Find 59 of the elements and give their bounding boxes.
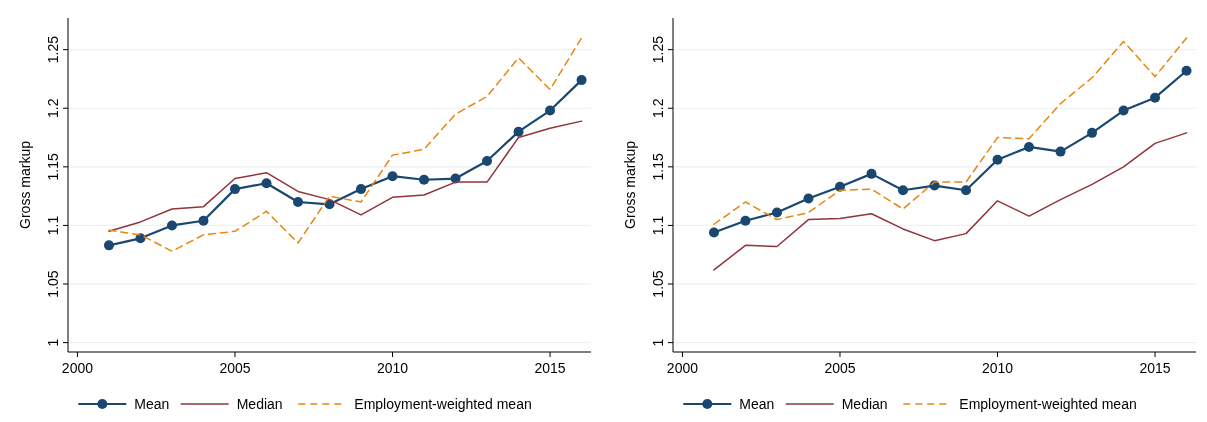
legend-label: Mean bbox=[134, 396, 170, 412]
point bbox=[166, 220, 177, 231]
point bbox=[771, 207, 782, 218]
line-series bbox=[108, 37, 583, 252]
legend-label: Median bbox=[841, 396, 888, 412]
point bbox=[387, 171, 398, 182]
line-series bbox=[108, 120, 583, 233]
legend-label: Employment-weighted mean bbox=[354, 396, 532, 412]
point bbox=[992, 154, 1003, 165]
point bbox=[708, 227, 719, 238]
x-tick-label: 2000 bbox=[61, 360, 94, 376]
point bbox=[1087, 127, 1098, 138]
line-series bbox=[713, 37, 1188, 226]
x-tick-label: 2015 bbox=[1139, 360, 1171, 376]
point bbox=[356, 184, 367, 195]
point bbox=[897, 185, 908, 196]
legend-label: Median bbox=[236, 396, 283, 412]
line-series bbox=[713, 132, 1188, 271]
point bbox=[292, 196, 303, 207]
x-tick-label: 2010 bbox=[981, 360, 1014, 376]
point bbox=[1024, 141, 1035, 152]
x-tick-label: 2005 bbox=[824, 360, 856, 376]
point bbox=[1118, 105, 1129, 116]
y-tick-label: 1 bbox=[650, 338, 666, 347]
y-tick-label: 1.2 bbox=[650, 98, 666, 118]
x-tick-label: 2005 bbox=[219, 360, 251, 376]
y-axis-title: Gross markup bbox=[17, 140, 33, 229]
point bbox=[576, 75, 587, 86]
y-tick-label: 1.2 bbox=[45, 98, 61, 118]
y-tick-label: 1.15 bbox=[650, 153, 666, 181]
point bbox=[198, 215, 209, 226]
point bbox=[419, 174, 430, 185]
y-tick-label: 1.05 bbox=[45, 270, 61, 298]
point bbox=[866, 168, 877, 179]
point bbox=[1181, 65, 1192, 76]
y-tick-label: 1.15 bbox=[45, 153, 61, 181]
y-tick-label: 1.05 bbox=[650, 270, 666, 298]
point bbox=[229, 184, 240, 195]
legend-label: Employment-weighted mean bbox=[959, 396, 1137, 412]
point bbox=[740, 215, 751, 226]
point bbox=[961, 185, 972, 196]
y-tick-label: 1.1 bbox=[650, 215, 666, 236]
point bbox=[482, 155, 493, 166]
point bbox=[103, 240, 114, 251]
y-tick-label: 1.1 bbox=[45, 215, 61, 236]
y-tick-label: 1.25 bbox=[650, 35, 666, 64]
point bbox=[545, 105, 556, 116]
point bbox=[1150, 92, 1161, 103]
x-tick-label: 2015 bbox=[534, 360, 566, 376]
x-tick-label: 2010 bbox=[376, 360, 409, 376]
point bbox=[1055, 146, 1066, 157]
y-tick-label: 1 bbox=[45, 338, 61, 347]
legend-label: Mean bbox=[739, 396, 775, 412]
y-axis-title: Gross markup bbox=[622, 140, 638, 229]
point bbox=[803, 193, 814, 204]
x-tick-label: 2000 bbox=[666, 360, 699, 376]
point bbox=[261, 178, 272, 189]
y-tick-label: 1.25 bbox=[45, 35, 61, 64]
point bbox=[513, 126, 524, 137]
